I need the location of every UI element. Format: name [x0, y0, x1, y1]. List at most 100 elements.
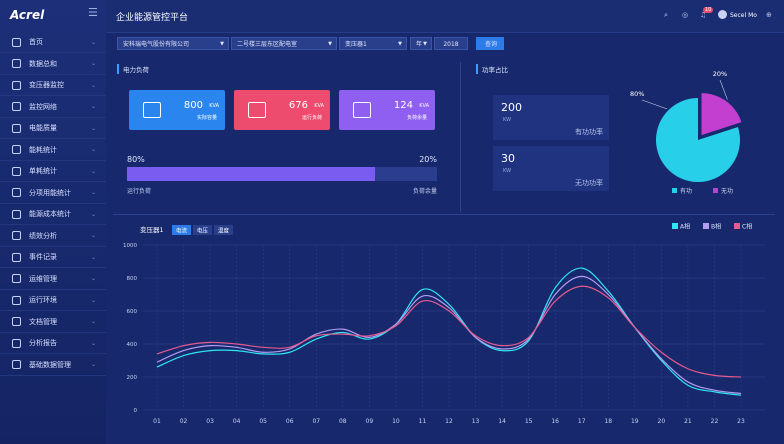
header-title: 企业能源管控平台 [116, 13, 189, 23]
card-value: 800 [183, 100, 203, 111]
y-tick-label: 1000 [123, 243, 137, 249]
search-icon[interactable]: ⌕ [664, 11, 668, 19]
x-tick-label: 13 [472, 418, 480, 425]
power-box: 200 KW 有功功率 [493, 95, 609, 140]
menu-item[interactable]: 事件记录 ⌄ [0, 247, 106, 268]
menu-chevron: ⌄ [90, 103, 96, 110]
y-tick-label: 200 [127, 375, 138, 381]
menu-icon [12, 102, 21, 111]
menu-item[interactable]: 分析报告 ⌄ [0, 333, 106, 354]
box-unit: KW [503, 168, 512, 174]
box-value: 200 [501, 101, 522, 114]
menu-item[interactable]: 基础数据管理 ⌄ [0, 355, 106, 376]
menu-item[interactable]: 数据总和 ⌄ [0, 54, 106, 75]
card-icon [143, 102, 161, 118]
select-text: 安科瑞电气股份有限公司 [123, 41, 190, 48]
room-select[interactable]: 二号楼三层东区配电室 ▼ [231, 37, 337, 50]
menu-icon [12, 252, 21, 262]
menu-label: 监控网络 [29, 102, 57, 111]
x-tick-label: 23 [737, 418, 745, 425]
menu-chevron: ⌄ [90, 124, 96, 132]
bar-value-label: 80% [127, 155, 145, 164]
menu-icon [12, 274, 21, 283]
menu-item[interactable]: 电能质量 ⌄ [0, 118, 106, 139]
bell-icon[interactable]: ♫ [700, 11, 707, 19]
x-tick-label: 15 [525, 418, 533, 425]
line-chart: 变压器1 电流 电压 温度 0 200 400 600 800 1000 01 02 03 04 05 06 0… [123, 223, 765, 425]
panel-title: 功率占比 [476, 64, 508, 74]
menu-label: 数据总和 [29, 59, 57, 68]
user-name[interactable]: Secel Mo [730, 12, 757, 19]
menu-label: 能源成本统计 [29, 210, 71, 218]
header: 企业能源管控平台 ⌕ ◎ ♫ 10 Secel Mo ⊕ [106, 0, 784, 33]
leader-line [641, 99, 667, 110]
card-icon [353, 102, 371, 118]
menu-icon [12, 317, 21, 326]
tab[interactable] [193, 225, 212, 235]
y-tick-label: 0 [134, 408, 138, 414]
company-select[interactable]: 安科瑞电气股份有限公司 ▼ [117, 37, 229, 50]
tab[interactable] [214, 225, 233, 235]
tab[interactable] [172, 225, 191, 235]
menu-chevron: ⌄ [90, 361, 96, 368]
card-icon [248, 102, 266, 118]
x-tick-label: 21 [684, 418, 692, 425]
legend-label: 无功 [721, 187, 733, 195]
menu-chevron: ⌄ [90, 60, 96, 67]
bar-label: 负荷余量 [413, 187, 437, 195]
y-tick-label: 400 [127, 342, 138, 348]
card-unit: KVA [419, 103, 429, 109]
menu-chevron: ⌄ [90, 38, 96, 46]
x-tick-label: 22 [711, 418, 719, 425]
menu-chevron: ⌄ [90, 275, 96, 282]
device-select[interactable]: 变压器1 ▼ [339, 37, 407, 50]
menu-item[interactable]: 变压器监控 ⌄ [0, 75, 106, 96]
menu-label: 事件记录 [29, 253, 57, 261]
pie-label: 80% [630, 90, 644, 98]
x-tick-label: 06 [286, 418, 294, 425]
menu-item[interactable]: 首页 ⌄ [0, 32, 106, 53]
menu-icon [12, 37, 21, 47]
power-box: 30 KW 无功功率 [493, 146, 609, 191]
menu-item[interactable]: 绩效分析 ⌄ [0, 226, 106, 247]
menu-icon [12, 295, 21, 305]
menu-item[interactable]: 文档管理 ⌄ [0, 312, 106, 333]
select-text: 变压器1 [345, 41, 367, 48]
x-tick-label: 14 [498, 418, 506, 425]
series-line [156, 285, 742, 378]
menu-item[interactable]: 运行环境 ⌄ [0, 290, 106, 311]
menu-icon [12, 188, 21, 197]
sidebar: Acrel ☰ 首页 ⌄ 数据总和 ⌄ 变压器监控 ⌄ 监控网络 ⌄ 电能质量 ⌄ 能耗统计 ⌄ 单耗统… [0, 0, 106, 444]
globe-icon[interactable]: ⊕ [766, 11, 772, 19]
menu-item[interactable]: 监控网络 ⌄ [0, 97, 106, 118]
help-icon[interactable]: ◎ [682, 11, 689, 19]
menu-item[interactable]: 能源成本统计 ⌄ [0, 204, 106, 225]
menu-label: 基础数据管理 [29, 360, 71, 369]
menu-label: 首页 [29, 38, 43, 46]
menu-item[interactable]: 单耗统计 ⌄ [0, 161, 106, 182]
x-tick-label: 12 [445, 418, 453, 425]
menu-item[interactable]: 分项用能统计 ⌄ [0, 183, 106, 204]
x-tick-label: 18 [604, 418, 612, 425]
button-text: 查询 [485, 41, 498, 48]
period-select[interactable]: 年 ▼ [410, 37, 432, 50]
y-tick-label: 600 [127, 309, 138, 315]
query-button[interactable]: 查询 [476, 37, 504, 50]
menu-chevron: ⌄ [90, 189, 96, 196]
card-unit: KVA [314, 103, 324, 109]
tab-label: 电流 [176, 227, 188, 235]
menu-item[interactable]: 能耗统计 ⌄ [0, 140, 106, 161]
menu-icon [12, 209, 21, 219]
legend-swatch [703, 223, 709, 229]
select-text: 年 [416, 41, 423, 48]
legend-label: 有功 [680, 187, 692, 195]
menu-chevron: ⌄ [90, 339, 96, 347]
avatar[interactable] [718, 10, 727, 19]
menu-item[interactable]: 运维管理 ⌄ [0, 269, 106, 290]
card-unit: KVA [209, 103, 219, 109]
year-input[interactable]: 2018 [434, 37, 468, 50]
menu-icon [12, 145, 21, 154]
menu-chevron: ⌄ [90, 210, 96, 218]
menu-toggle[interactable]: ☰ [88, 6, 98, 19]
box-unit: KW [503, 117, 512, 123]
